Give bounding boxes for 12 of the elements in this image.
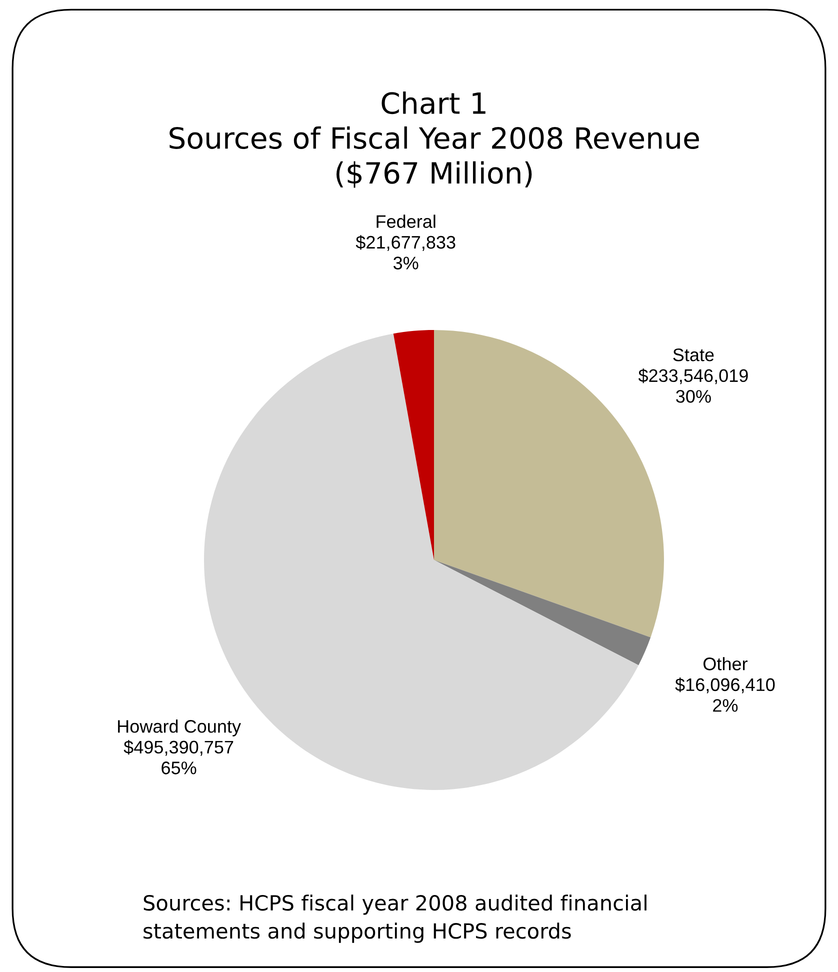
slice-label: Other — [703, 657, 748, 670]
pie-slice — [434, 560, 651, 666]
data-label: $233,546,019 30% — [638, 368, 748, 403]
pie-slice — [393, 330, 434, 560]
data-label: $16,096,410 2% — [675, 678, 775, 712]
source-note: Sources: HCPS fiscal year 2008 audited financial statements and supporting HCPS records — [144, 894, 646, 943]
slice-label: Howard County — [118, 720, 241, 736]
data-label: $495,390,757 65% — [124, 740, 234, 774]
chart-title: Chart 1 Sources of Fiscal Year 2008 Revenue ($767 Million) — [170, 92, 699, 188]
slice-label: State — [673, 348, 714, 362]
slice-label: Federal — [376, 214, 436, 228]
data-label: $21,677,833 3% — [356, 235, 456, 270]
